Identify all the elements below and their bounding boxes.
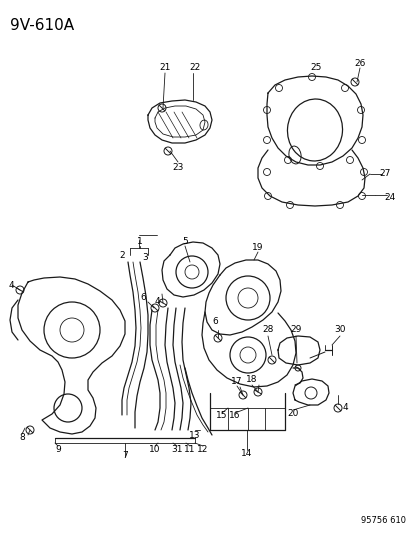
Text: 2: 2 (119, 251, 124, 260)
Text: 8: 8 (19, 432, 25, 441)
Text: 31: 31 (171, 446, 182, 455)
Text: 23: 23 (172, 163, 183, 172)
Text: 9: 9 (55, 446, 61, 455)
Text: 10: 10 (149, 446, 160, 455)
Text: 22: 22 (189, 63, 200, 72)
Text: 29: 29 (290, 326, 301, 335)
Text: 4: 4 (8, 280, 14, 289)
Text: 14: 14 (241, 448, 252, 457)
Text: 16: 16 (229, 411, 240, 421)
Text: 20: 20 (287, 409, 298, 418)
Text: 17: 17 (231, 377, 242, 386)
Text: 30: 30 (333, 326, 345, 335)
Text: 11: 11 (184, 446, 195, 455)
Text: 26: 26 (354, 59, 365, 68)
Text: 15: 15 (216, 411, 227, 421)
Text: 27: 27 (378, 169, 390, 179)
Text: 95756 610: 95756 610 (360, 516, 405, 525)
Text: 28: 28 (262, 326, 273, 335)
Text: 19: 19 (252, 244, 263, 253)
Text: 25: 25 (310, 63, 321, 72)
Text: 24: 24 (383, 192, 395, 201)
Text: 18: 18 (246, 376, 257, 384)
Text: 6: 6 (211, 318, 217, 327)
Text: 13: 13 (189, 431, 200, 440)
Text: 21: 21 (159, 63, 170, 72)
Text: 12: 12 (197, 446, 208, 455)
Text: 9V-610A: 9V-610A (10, 18, 74, 33)
Text: 4: 4 (342, 402, 347, 411)
Text: 5: 5 (182, 237, 188, 246)
Text: 6: 6 (140, 294, 145, 303)
Text: 7: 7 (122, 451, 128, 461)
Text: 3: 3 (142, 254, 147, 262)
Text: 4: 4 (154, 297, 159, 306)
Text: 1: 1 (137, 237, 142, 246)
